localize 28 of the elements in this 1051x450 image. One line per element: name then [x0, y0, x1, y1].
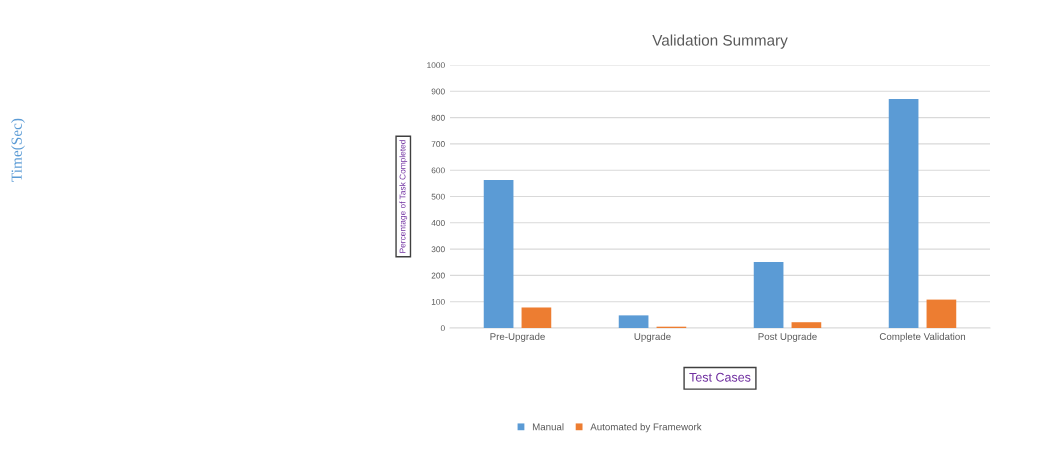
y-axis-title: Percentage of Task Completed — [399, 140, 408, 253]
text: Time(Sec) — [11, 118, 25, 182]
y-tick-label: 500 — [431, 193, 445, 200]
y-tick-label: 100 — [431, 298, 445, 305]
bar — [483, 179, 514, 328]
y-tick-label: 800 — [431, 114, 445, 121]
y-tick-label: 1000 — [427, 62, 445, 69]
x-tick-label: Complete Validation — [879, 332, 966, 342]
y-tick-label: 300 — [431, 246, 445, 253]
x-tick-label: Post Upgrade — [758, 332, 817, 342]
legend-label: Manual — [532, 423, 564, 431]
bar — [618, 315, 649, 328]
chart-title: Validation Summary — [652, 34, 788, 49]
bar — [521, 307, 552, 328]
y-tick-label: 900 — [431, 88, 445, 95]
y-tick-label: 0 — [440, 325, 445, 332]
y-tick-label: 700 — [431, 141, 445, 147]
x-tick-label: Pre-Upgrade — [490, 332, 545, 342]
bar — [791, 322, 822, 328]
y-tick-label: 200 — [431, 272, 445, 279]
x-axis-title: Test Cases — [689, 372, 751, 382]
bar — [753, 261, 784, 328]
legend-label: Automated by Framework — [590, 423, 702, 433]
x-tick-label: Upgrade — [634, 332, 671, 342]
y-tick-label: 600 — [431, 167, 445, 174]
bar — [926, 299, 957, 328]
y-tick-label: 400 — [431, 220, 445, 226]
bar — [888, 98, 919, 328]
